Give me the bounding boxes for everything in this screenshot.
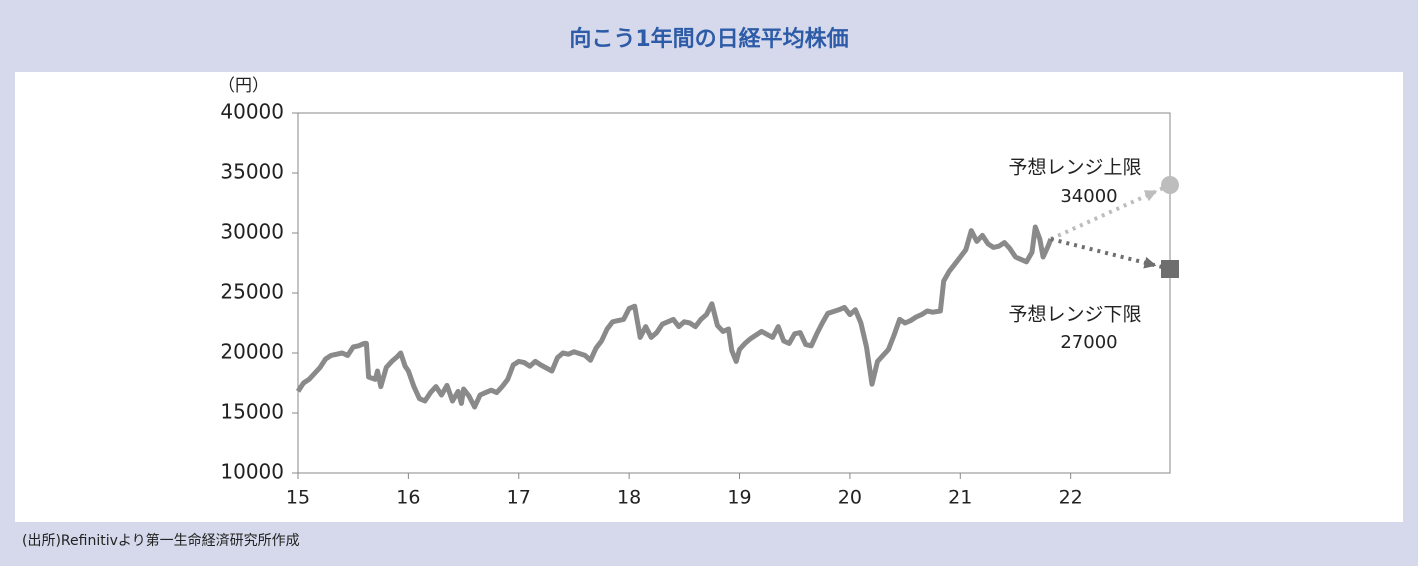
arrow-head [1143, 256, 1157, 269]
x-tick-label: 21 [948, 487, 972, 509]
x-tick-label: 18 [617, 487, 641, 509]
x-tick-label: 22 [1059, 487, 1083, 509]
y-tick-label: 20000 [220, 340, 284, 364]
data-label: 27000 [1060, 332, 1117, 353]
y-tick-label: 40000 [220, 100, 284, 124]
x-tick-label: 20 [838, 487, 862, 509]
panel [15, 72, 1403, 522]
y-tick-label: 15000 [220, 400, 284, 424]
x-tick-label: 15 [286, 487, 310, 509]
y-tick-label: 10000 [220, 460, 284, 484]
y-tick-label: 25000 [220, 280, 284, 304]
source-note: (出所)Refinitivより第一生命経済研究所作成 [22, 532, 300, 549]
annotation-name: 予想レンジ下限 [1008, 304, 1141, 326]
y-axis-label: （円） [218, 76, 269, 96]
annotation-name: 予想レンジ上限 [1008, 157, 1141, 179]
y-tick-label: 35000 [220, 160, 284, 184]
arrow-head [1143, 190, 1158, 202]
data-line [295, 224, 1054, 410]
chart-title: 向こう1年間の日経平均株価 [569, 26, 848, 52]
y-tick-label: 30000 [220, 220, 284, 244]
data-label: 34000 [1060, 186, 1117, 207]
x-tick-label: 16 [396, 487, 420, 509]
forecast-line [1049, 183, 1171, 241]
end-marker [1161, 176, 1179, 194]
end-marker [1161, 260, 1179, 278]
x-tick-label: 19 [727, 487, 751, 509]
x-tick-label: 17 [507, 487, 531, 509]
